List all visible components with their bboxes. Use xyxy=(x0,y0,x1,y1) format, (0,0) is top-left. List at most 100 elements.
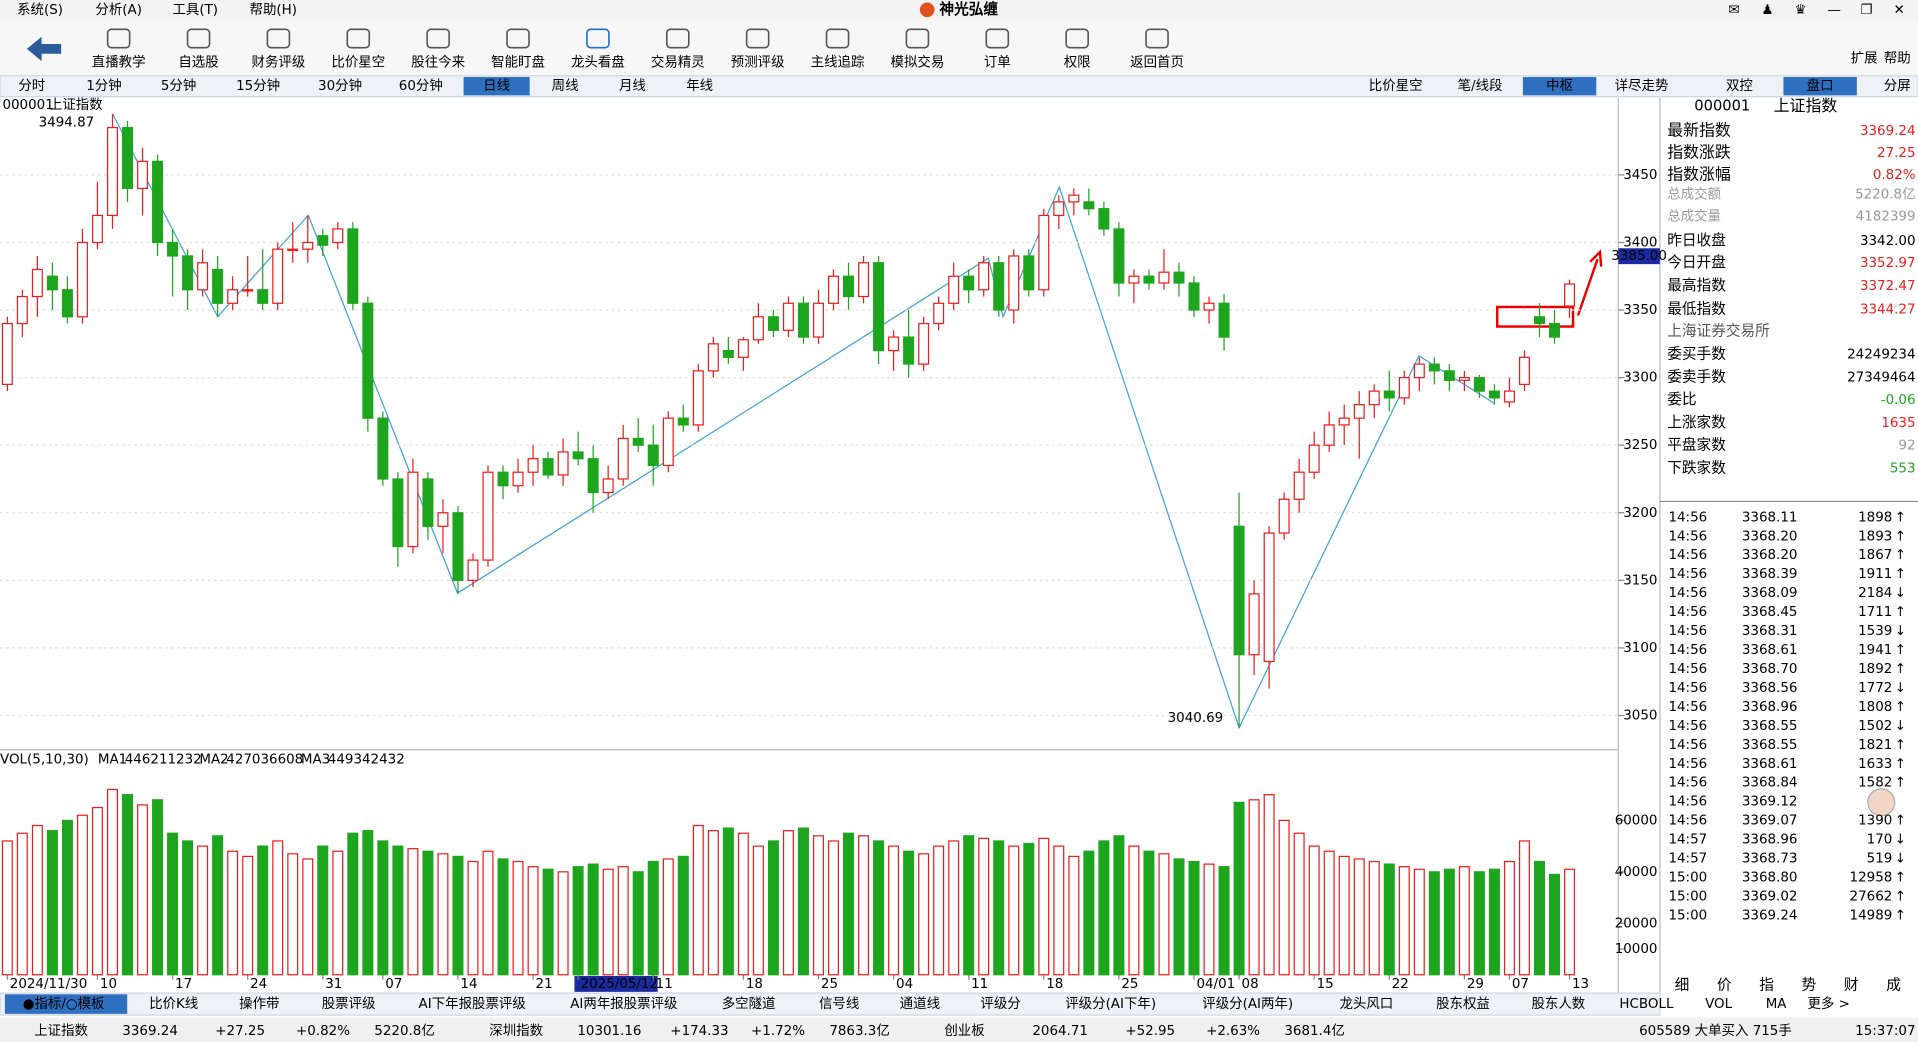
toolbar-label[interactable]: 股往今来 xyxy=(411,54,465,70)
bottom-tab[interactable]: MA xyxy=(1766,997,1788,1012)
tick-dir: ↓ xyxy=(1895,624,1906,639)
toolbar-icon[interactable] xyxy=(665,28,690,49)
window-control[interactable]: — xyxy=(1827,3,1840,18)
avatar[interactable] xyxy=(1867,788,1896,817)
toolbar-label[interactable]: 智能盯盘 xyxy=(491,53,545,70)
volume-bar xyxy=(467,860,479,976)
back-button[interactable] xyxy=(26,36,62,62)
toolbar-right[interactable]: 帮助 xyxy=(1884,51,1911,67)
bottom-tab[interactable]: 信号线 xyxy=(819,996,859,1012)
bottom-tab[interactable]: 比价K线 xyxy=(149,996,198,1012)
volume-bar xyxy=(692,824,704,976)
period-tab[interactable]: 年线 xyxy=(686,78,713,94)
toolbar-icon[interactable] xyxy=(186,28,211,49)
bottom-tab[interactable]: 股票评级 xyxy=(322,996,376,1012)
toolbar-label[interactable]: 权限 xyxy=(1064,53,1091,70)
period-tab[interactable]: 周线 xyxy=(552,78,579,94)
toolbar-icon[interactable] xyxy=(1065,28,1089,49)
toolbar-label[interactable]: 直播教学 xyxy=(92,54,146,70)
toolbar-icon[interactable] xyxy=(1145,28,1169,49)
bottom-tab[interactable]: 更多 > xyxy=(1808,995,1850,1012)
period-tab[interactable]: 分时 xyxy=(18,78,45,94)
volume-bar xyxy=(106,788,118,976)
toolbar-icon[interactable] xyxy=(266,28,291,49)
side-tab[interactable]: 成 xyxy=(1886,977,1901,994)
toolbar-icon[interactable] xyxy=(426,28,450,49)
bottom-tab[interactable]: 操作带 xyxy=(239,996,279,1012)
view-tab[interactable]: 双控 xyxy=(1726,78,1753,94)
toolbar-label[interactable]: 龙头看盘 xyxy=(571,53,625,70)
period-tab[interactable]: 15分钟 xyxy=(236,77,280,94)
tick-time: 14:56 xyxy=(1668,738,1707,753)
view-tab[interactable]: 盘口 xyxy=(1807,77,1834,94)
toolbar-icon[interactable] xyxy=(745,28,770,49)
menu-item[interactable]: 帮助(H) xyxy=(250,2,297,18)
bottom-tab[interactable]: AI两年报股票评级 xyxy=(570,996,677,1012)
bottom-tab[interactable]: ●指标/○模板 xyxy=(23,996,105,1012)
bottom-tab[interactable]: HCBOLL xyxy=(1619,997,1674,1012)
window-control[interactable]: ♟ xyxy=(1761,3,1773,18)
toolbar-icon[interactable] xyxy=(106,28,131,49)
period-tab[interactable]: 60分钟 xyxy=(399,77,443,94)
toolbar-label[interactable]: 预测评级 xyxy=(731,54,785,70)
side-tab[interactable]: 财 xyxy=(1844,977,1859,994)
toolbar-label[interactable]: 比价星空 xyxy=(331,54,385,70)
bottom-tab[interactable]: 通道线 xyxy=(900,996,940,1012)
view-tab[interactable]: 中枢 xyxy=(1546,78,1573,94)
candle-body xyxy=(662,417,674,467)
bottom-tab[interactable]: AI下年报股票评级 xyxy=(419,996,526,1012)
window-control[interactable]: ❐ xyxy=(1861,3,1873,18)
tick-time: 14:56 xyxy=(1668,814,1707,829)
bottom-tab[interactable]: VOL xyxy=(1705,997,1733,1012)
tick-volume: 2184 xyxy=(1858,586,1892,601)
view-tab[interactable]: 分屏 xyxy=(1884,78,1911,94)
window-control[interactable]: ✉ xyxy=(1728,3,1739,18)
view-tab[interactable]: 比价星空 xyxy=(1369,78,1423,94)
window-control[interactable]: ✕ xyxy=(1894,3,1905,18)
toolbar-icon[interactable] xyxy=(905,28,930,49)
toolbar-label[interactable]: 返回首页 xyxy=(1130,54,1184,70)
side-tab[interactable]: 指 xyxy=(1759,977,1774,994)
candle-body xyxy=(888,336,900,352)
window-control[interactable]: ♛ xyxy=(1794,3,1806,18)
toolbar-right[interactable]: 扩展 xyxy=(1851,51,1878,67)
period-tab[interactable]: 30分钟 xyxy=(318,77,362,94)
period-tab[interactable]: 月线 xyxy=(619,78,646,94)
bottom-tab[interactable]: 龙头风口 xyxy=(1339,996,1393,1012)
toolbar-label[interactable]: 订单 xyxy=(984,54,1011,70)
bottom-tab[interactable]: 股东权益 xyxy=(1436,995,1490,1012)
low-label: 3040.69 xyxy=(1168,711,1224,726)
bottom-tab[interactable]: 多空隧道 xyxy=(722,995,776,1012)
candle-body xyxy=(1068,194,1080,203)
volume-bar xyxy=(1023,842,1035,976)
bottom-tab[interactable]: 股东人数 xyxy=(1531,996,1585,1012)
toolbar-label[interactable]: 主线追踪 xyxy=(811,54,865,70)
period-tab[interactable]: 日线 xyxy=(483,78,510,94)
toolbar-icon[interactable] xyxy=(586,28,610,49)
side-tab[interactable]: 势 xyxy=(1802,977,1817,994)
x-tick-label: 07 xyxy=(1512,977,1529,992)
toolbar-icon[interactable] xyxy=(346,28,371,49)
candle-body xyxy=(302,241,314,250)
toolbar-label[interactable]: 模拟交易 xyxy=(891,53,945,70)
toolbar-icon[interactable] xyxy=(506,28,530,49)
period-tab[interactable]: 5分钟 xyxy=(161,77,196,94)
price-tag xyxy=(1618,248,1660,265)
toolbar-label[interactable]: 自选股 xyxy=(178,54,218,70)
menu-item[interactable]: 系统(S) xyxy=(17,2,63,18)
view-tab[interactable]: 笔/线段 xyxy=(1458,78,1503,94)
menu-item[interactable]: 分析(A) xyxy=(95,2,142,18)
toolbar-label[interactable]: 交易精灵 xyxy=(651,53,705,70)
bottom-tab[interactable]: 评级分(AI两年) xyxy=(1202,996,1293,1012)
toolbar-icon[interactable] xyxy=(985,28,1010,49)
bottom-tab[interactable]: 评级分(AI下年) xyxy=(1065,996,1156,1012)
menu-item[interactable]: 工具(T) xyxy=(172,3,218,18)
view-tab[interactable]: 详尽走势 xyxy=(1615,78,1669,94)
side-tab[interactable]: 价 xyxy=(1717,977,1732,994)
side-tab[interactable]: 细 xyxy=(1675,977,1690,994)
candle-body xyxy=(122,126,134,190)
period-tab[interactable]: 1分钟 xyxy=(86,77,121,94)
bottom-tab[interactable]: 评级分 xyxy=(980,996,1020,1012)
toolbar-icon[interactable] xyxy=(825,28,850,49)
toolbar-label[interactable]: 财务评级 xyxy=(252,54,306,70)
